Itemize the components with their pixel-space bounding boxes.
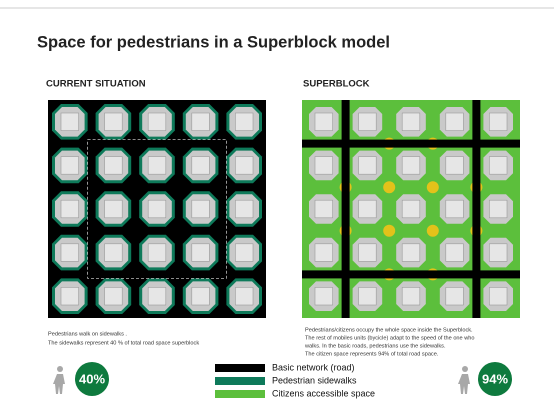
panel-heading: CURRENT SITUATION xyxy=(46,79,146,90)
building xyxy=(489,157,507,175)
building xyxy=(148,287,166,305)
panel-heading: SUPERBLOCK xyxy=(303,79,370,90)
building xyxy=(192,287,210,305)
building xyxy=(105,244,123,262)
building xyxy=(148,113,166,131)
building xyxy=(192,157,210,175)
building xyxy=(446,287,464,305)
building xyxy=(315,113,333,131)
building xyxy=(61,244,79,262)
building xyxy=(105,287,123,305)
basic-road xyxy=(302,270,520,278)
building xyxy=(402,244,420,262)
building xyxy=(402,200,420,218)
building xyxy=(235,200,253,218)
building xyxy=(446,200,464,218)
building xyxy=(402,157,420,175)
building xyxy=(61,287,79,305)
building xyxy=(359,157,377,175)
legend-label: Citizens accessible space xyxy=(272,388,375,398)
building xyxy=(359,200,377,218)
building xyxy=(105,157,123,175)
building xyxy=(235,113,253,131)
basic-road xyxy=(472,100,480,318)
building xyxy=(315,157,333,175)
building xyxy=(359,287,377,305)
building xyxy=(315,200,333,218)
legend-swatch xyxy=(215,364,265,372)
building xyxy=(61,113,79,131)
building xyxy=(192,244,210,262)
building xyxy=(61,157,79,175)
plaza xyxy=(427,225,439,237)
building xyxy=(148,200,166,218)
legend-label: Pedestrian sidewalks xyxy=(272,375,357,385)
legend-swatch xyxy=(215,390,265,398)
building xyxy=(148,244,166,262)
building xyxy=(359,244,377,262)
building xyxy=(235,287,253,305)
building xyxy=(402,287,420,305)
basic-road xyxy=(342,100,350,318)
building xyxy=(489,244,507,262)
plaza xyxy=(383,225,395,237)
building xyxy=(235,157,253,175)
caption: Pedestrians/citizens occupy the whole sp… xyxy=(305,327,473,333)
legend-label: Basic network (road) xyxy=(272,362,355,372)
building xyxy=(315,244,333,262)
page: Space for pedestrians in a Superblock mo… xyxy=(0,0,554,406)
building xyxy=(446,157,464,175)
percentage: 40% xyxy=(79,371,105,386)
building xyxy=(446,113,464,131)
plaza xyxy=(383,181,395,193)
title: Space for pedestrians in a Superblock mo… xyxy=(37,33,390,51)
current-grid xyxy=(48,100,266,318)
caption: walks. In the basic roads, pedestrians u… xyxy=(304,343,446,349)
percentage: 94% xyxy=(482,371,508,386)
legend-swatch xyxy=(215,377,265,385)
caption: The rest of mobiles units (bycicle) adap… xyxy=(305,335,474,341)
building xyxy=(489,113,507,131)
building xyxy=(148,157,166,175)
building xyxy=(105,200,123,218)
building xyxy=(315,287,333,305)
building xyxy=(192,200,210,218)
basic-road xyxy=(302,140,520,148)
building xyxy=(359,113,377,131)
building xyxy=(489,200,507,218)
building xyxy=(105,113,123,131)
superblock-grid xyxy=(302,100,520,318)
building xyxy=(402,113,420,131)
caption: Pedestrians walk on sidewalks . xyxy=(48,331,127,337)
building xyxy=(489,287,507,305)
building xyxy=(446,244,464,262)
caption: The citizen space represents 94% of tota… xyxy=(305,351,439,357)
building xyxy=(61,200,79,218)
building xyxy=(192,113,210,131)
plaza xyxy=(427,181,439,193)
building xyxy=(235,244,253,262)
caption: The sidewalks represent 40 % of total ro… xyxy=(48,340,199,346)
